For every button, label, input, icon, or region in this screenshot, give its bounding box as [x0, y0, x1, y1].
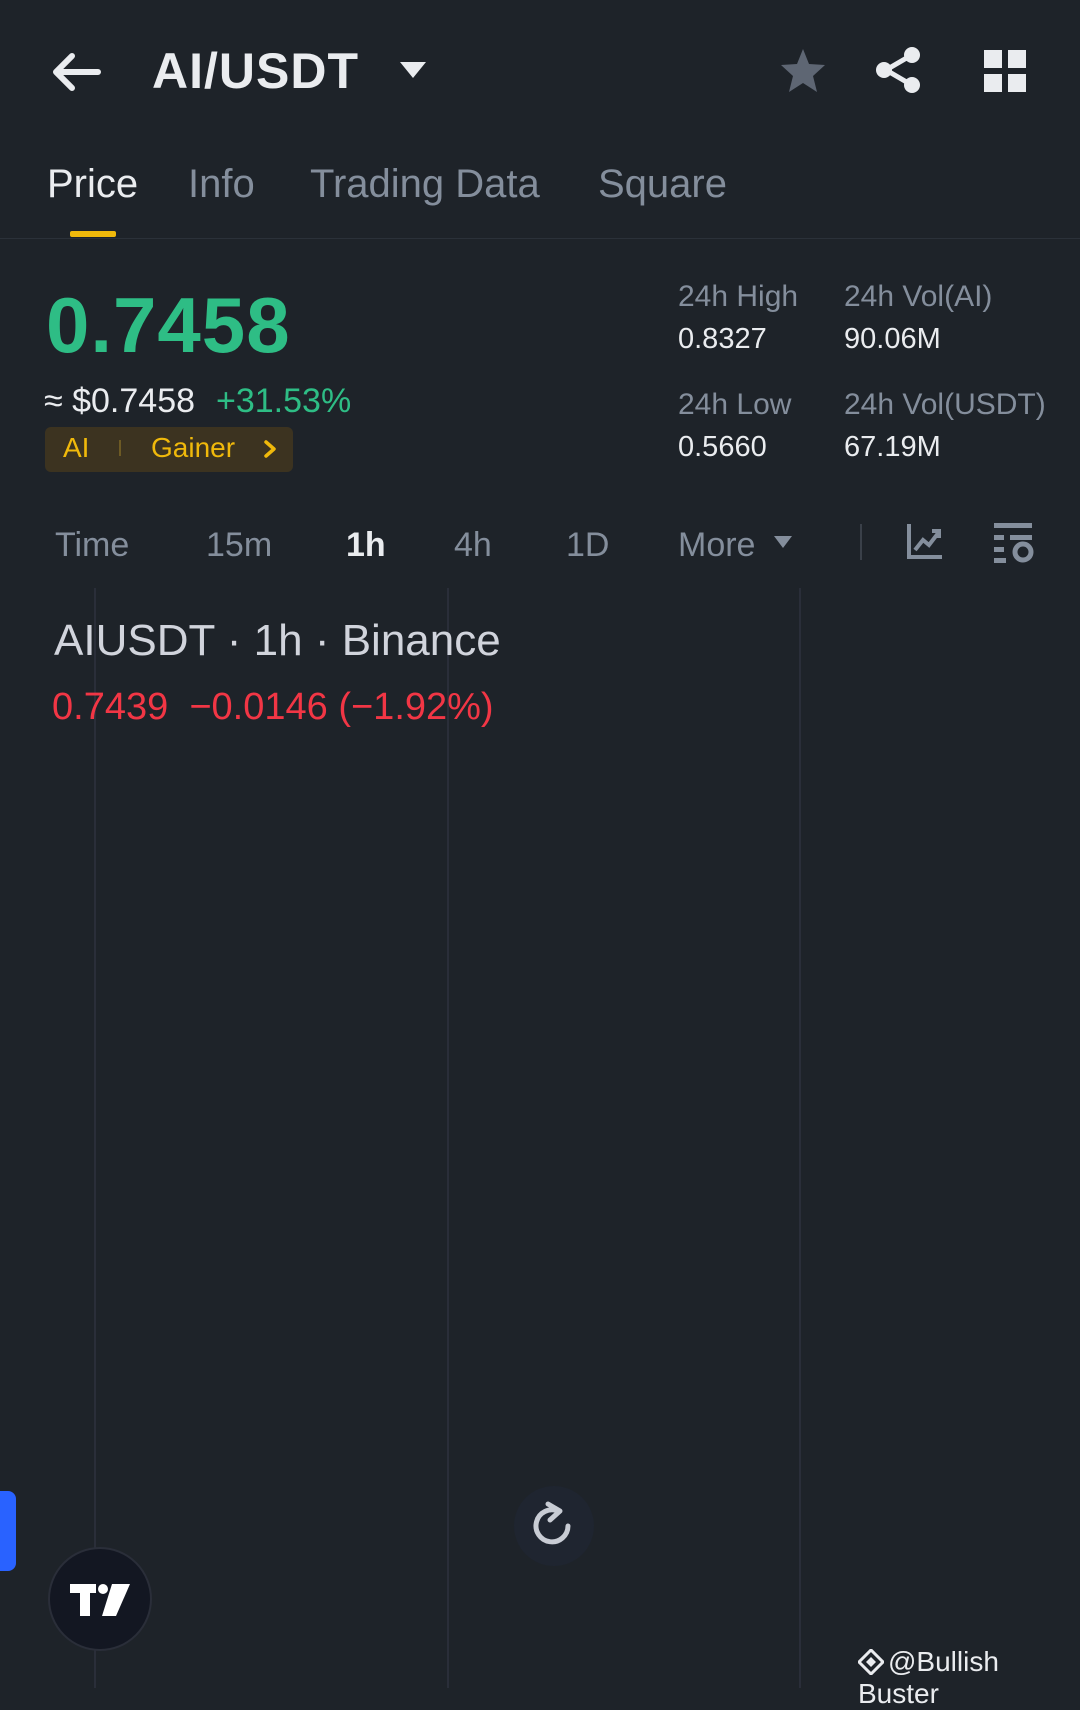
active-tab-indicator [70, 231, 116, 237]
timeframe-time[interactable]: Time [55, 526, 130, 564]
share-icon[interactable] [872, 44, 924, 96]
watermark: @Bullish Buster [856, 1646, 1080, 1710]
stat-vol-ai-label: 24h Vol(AI) [844, 280, 993, 313]
tradingview-logo-icon [70, 1584, 130, 1616]
timeframe-1d[interactable]: 1D [566, 526, 610, 564]
price-chart[interactable]: 0.90000.85000.80000.75000.70000.65000.60… [0, 588, 1080, 1688]
pair-dropdown-caret-icon[interactable] [398, 60, 428, 80]
indicator-chart-icon[interactable] [906, 522, 944, 560]
chart-settings-icon[interactable] [992, 520, 1036, 564]
chart-ohlc-info: 0.7439 −0.0146 (−1.92%) [52, 686, 494, 729]
tab-price[interactable]: Price [47, 162, 139, 206]
stat-vol-ai-value: 90.06M [844, 323, 941, 355]
star-icon[interactable] [778, 46, 828, 96]
price-change-percent: +31.53% [216, 382, 352, 420]
usd-equivalent: ≈ $0.7458 [44, 382, 196, 420]
tag-pill[interactable] [45, 427, 293, 472]
back-arrow-icon[interactable] [48, 48, 104, 96]
grid-icon[interactable] [984, 50, 1026, 92]
tag-separator [119, 440, 121, 456]
stat-low-value: 0.5660 [678, 431, 767, 463]
pair-title[interactable]: AI/USDT [152, 43, 359, 99]
timeframe-15m[interactable]: 15m [206, 526, 273, 564]
timeframe-more[interactable]: More [678, 526, 756, 564]
tag-gainer: Gainer [151, 432, 236, 463]
diamond-logo-icon [856, 1647, 886, 1677]
chart-change-value: −0.0146 (−1.92%) [189, 686, 494, 728]
tab-info[interactable]: Info [188, 162, 255, 206]
side-panel-handle[interactable] [0, 1491, 16, 1571]
chart-last-value: 0.7439 [52, 686, 169, 728]
stat-vol-usdt-value: 67.19M [844, 431, 941, 463]
stat-vol-usdt-label: 24h Vol(USDT) [844, 388, 1046, 421]
stat-high-label: 24h High [678, 280, 799, 313]
chart-title: AIUSDT · 1h · Binance [54, 616, 501, 665]
timeframe-1h[interactable]: 1h [346, 526, 386, 564]
reset-chart-button[interactable] [514, 1486, 594, 1566]
stat-high-value: 0.8327 [678, 323, 767, 355]
tab-trading-data[interactable]: Trading Data [310, 162, 540, 206]
reset-icon [533, 1501, 571, 1545]
more-caret-icon [774, 536, 792, 548]
timeframe-4h[interactable]: 4h [454, 526, 492, 564]
stat-low-label: 24h Low [678, 388, 792, 421]
tag-ai: AI [63, 432, 90, 463]
tradingview-logo[interactable] [48, 1547, 152, 1651]
timeframe-divider [860, 524, 862, 560]
tab-square[interactable]: Square [598, 162, 727, 206]
tabs-divider [0, 238, 1080, 239]
chevron-right-icon [264, 440, 276, 458]
last-price: 0.7458 [46, 281, 291, 369]
